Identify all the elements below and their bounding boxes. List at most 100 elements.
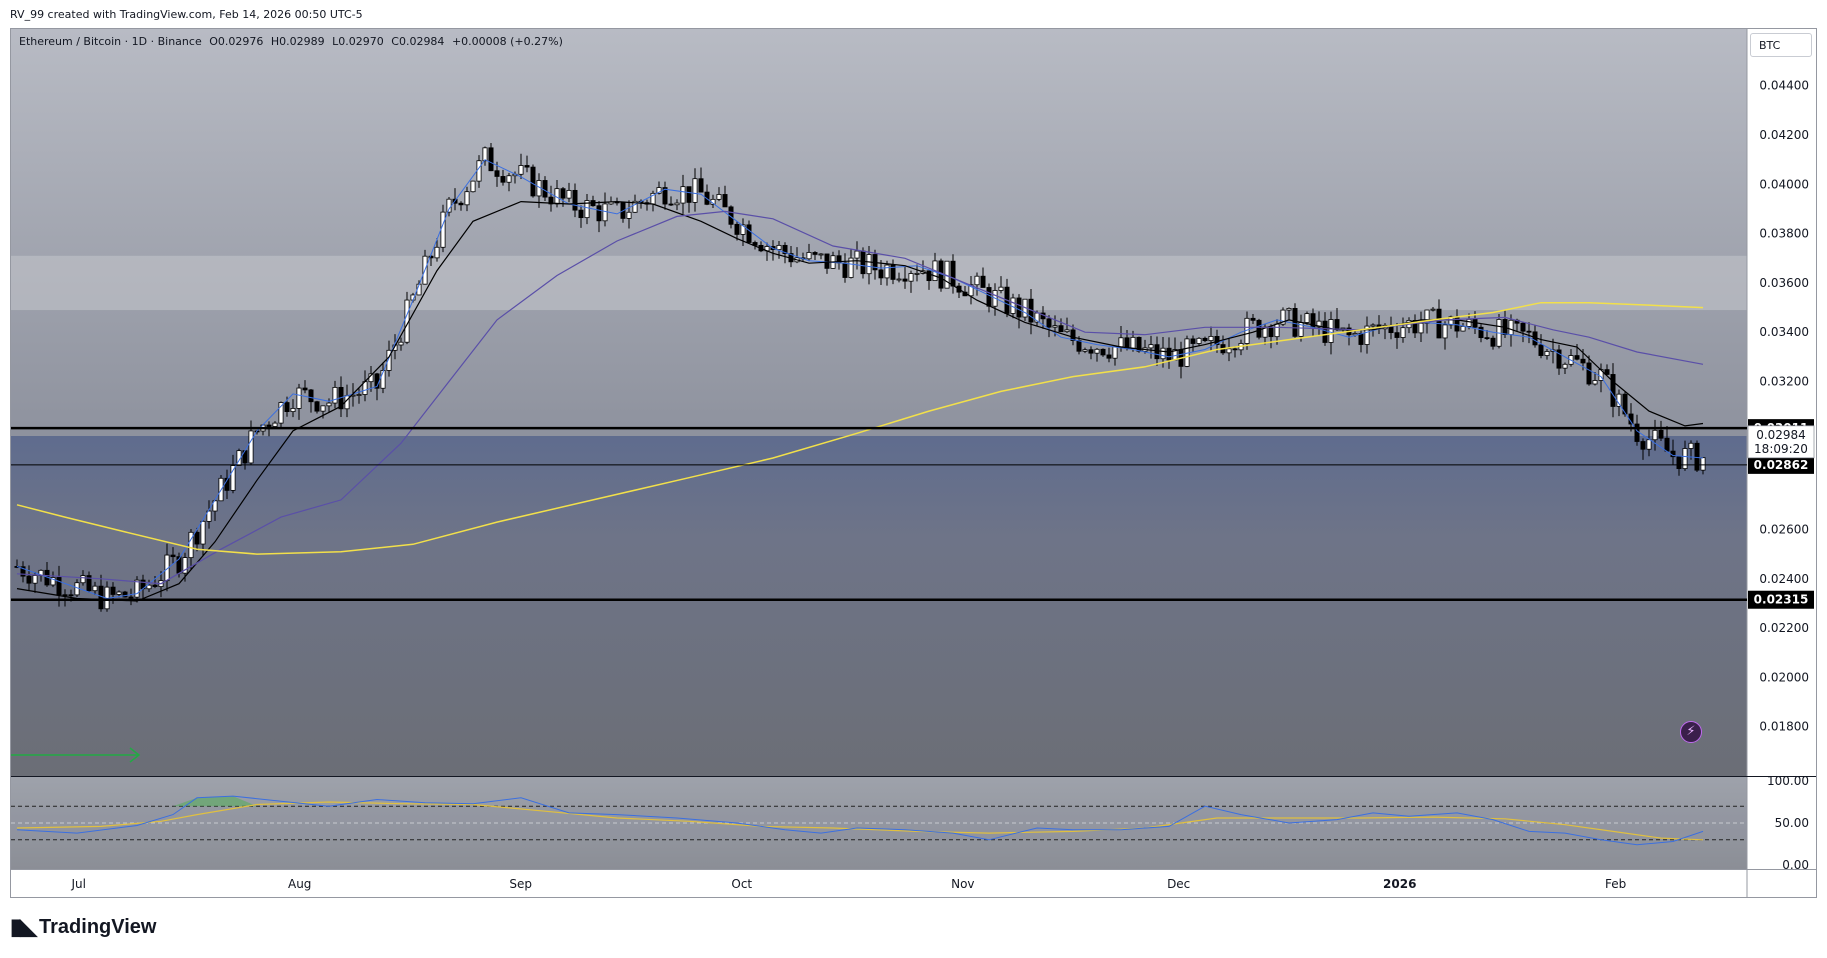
x-tick-label: Nov [951, 877, 974, 891]
candle-body [428, 255, 434, 259]
time-axis[interactable] [11, 869, 1747, 898]
candle [380, 362, 386, 394]
candle [1046, 315, 1052, 338]
candle-body [1076, 340, 1082, 352]
symbol-label[interactable]: Ethereum / Bitcoin · 1D · Binance [19, 35, 202, 48]
candle-body [692, 178, 698, 203]
level-tag-label: 0.02862 [1754, 458, 1809, 472]
candle-body [230, 465, 236, 491]
rsi-tick-label: 100.00 [1767, 774, 1809, 788]
y-axis-ticks: 0.04400 0.04200 0.04000 0.03800 0.03600 0.034… [1759, 79, 1809, 734]
candle-body [440, 211, 446, 248]
candle-body [878, 269, 884, 279]
horizontal-levels[interactable] [11, 426, 1747, 601]
candle [272, 421, 278, 427]
candle-body [632, 200, 638, 213]
candle [632, 194, 638, 213]
candle [434, 238, 440, 262]
candle-body [302, 387, 308, 391]
candle [1292, 303, 1298, 338]
candle [668, 196, 674, 206]
candle [884, 260, 890, 286]
candle-body [1052, 325, 1058, 328]
candle-body [476, 160, 482, 182]
candle-body [986, 287, 992, 307]
candle-body [1316, 320, 1322, 328]
candle-body [1574, 355, 1580, 360]
candle [698, 167, 704, 193]
candle-body [1544, 351, 1550, 356]
candle [878, 260, 884, 285]
candle-body [1334, 319, 1340, 330]
candle [1280, 307, 1286, 326]
candle [1394, 323, 1400, 349]
candle-body [248, 430, 254, 464]
candle [1526, 322, 1532, 344]
candle [902, 266, 908, 289]
candle [1166, 337, 1172, 369]
candle-body [1100, 348, 1106, 356]
tradingview-logo[interactable]: ▮◣ TradingView [10, 914, 156, 940]
candle [776, 240, 782, 259]
lower-background [11, 436, 1747, 776]
candle-body [1580, 358, 1586, 364]
level-tag-label: 0.02315 [1754, 593, 1809, 607]
candle-body [236, 450, 242, 466]
candle [458, 201, 464, 211]
candle-body [596, 205, 602, 222]
last-price-bg [1747, 425, 1815, 459]
candle-body [1358, 333, 1364, 345]
candle [818, 253, 824, 260]
candle-body [866, 254, 872, 275]
rsi-tick-label: 50.00 [1775, 816, 1809, 830]
lightning-icon[interactable]: ⚡ [1680, 721, 1702, 743]
candle [1484, 329, 1490, 340]
candle-body [56, 577, 62, 596]
candle-body [1556, 349, 1562, 369]
candle-body [146, 584, 152, 590]
candle [530, 164, 536, 198]
chart-pane[interactable]: 100.00 50.00 0.00 0.04400 0.04200 0.04000 0.0… [10, 28, 1817, 898]
candle-body [782, 244, 788, 254]
candle [1082, 347, 1088, 354]
candle-body [818, 253, 824, 256]
candle [206, 500, 212, 529]
high-value: H0.02989 [270, 35, 325, 48]
candle-body [434, 246, 440, 259]
y-tick-label: 0.02200 [1759, 621, 1809, 635]
candle-body [1682, 448, 1688, 469]
candle [26, 565, 32, 591]
candle [128, 588, 134, 606]
candle [1412, 314, 1418, 338]
candle [812, 251, 818, 260]
candle-body [296, 387, 302, 409]
candle [626, 200, 632, 229]
candle-body [356, 394, 362, 396]
candle-body [1586, 362, 1592, 385]
candle-body [1250, 317, 1256, 321]
candle-body [950, 260, 956, 287]
candle-body [602, 203, 608, 222]
candle-body [380, 370, 386, 389]
green-arrow[interactable] [11, 747, 141, 763]
candle [914, 264, 920, 282]
candle-body [1112, 346, 1118, 359]
candle-body [1634, 423, 1640, 442]
candle [482, 146, 488, 166]
y-tick-label: 0.02600 [1759, 522, 1809, 536]
candle-body [974, 275, 980, 286]
candle [1478, 324, 1484, 343]
ma-fast-line [16, 159, 1704, 600]
candle [1556, 344, 1562, 375]
candle-body [1448, 316, 1454, 326]
level-tag: 0.02862 [1748, 455, 1814, 474]
candle-body [92, 585, 98, 592]
currency-button[interactable]: BTC [1750, 33, 1812, 57]
candle [134, 576, 140, 603]
y-tick-label: 0.03400 [1759, 325, 1809, 339]
candle [1232, 346, 1238, 358]
candle-body [560, 188, 566, 199]
candle-body [1694, 442, 1700, 471]
candle [488, 143, 494, 172]
